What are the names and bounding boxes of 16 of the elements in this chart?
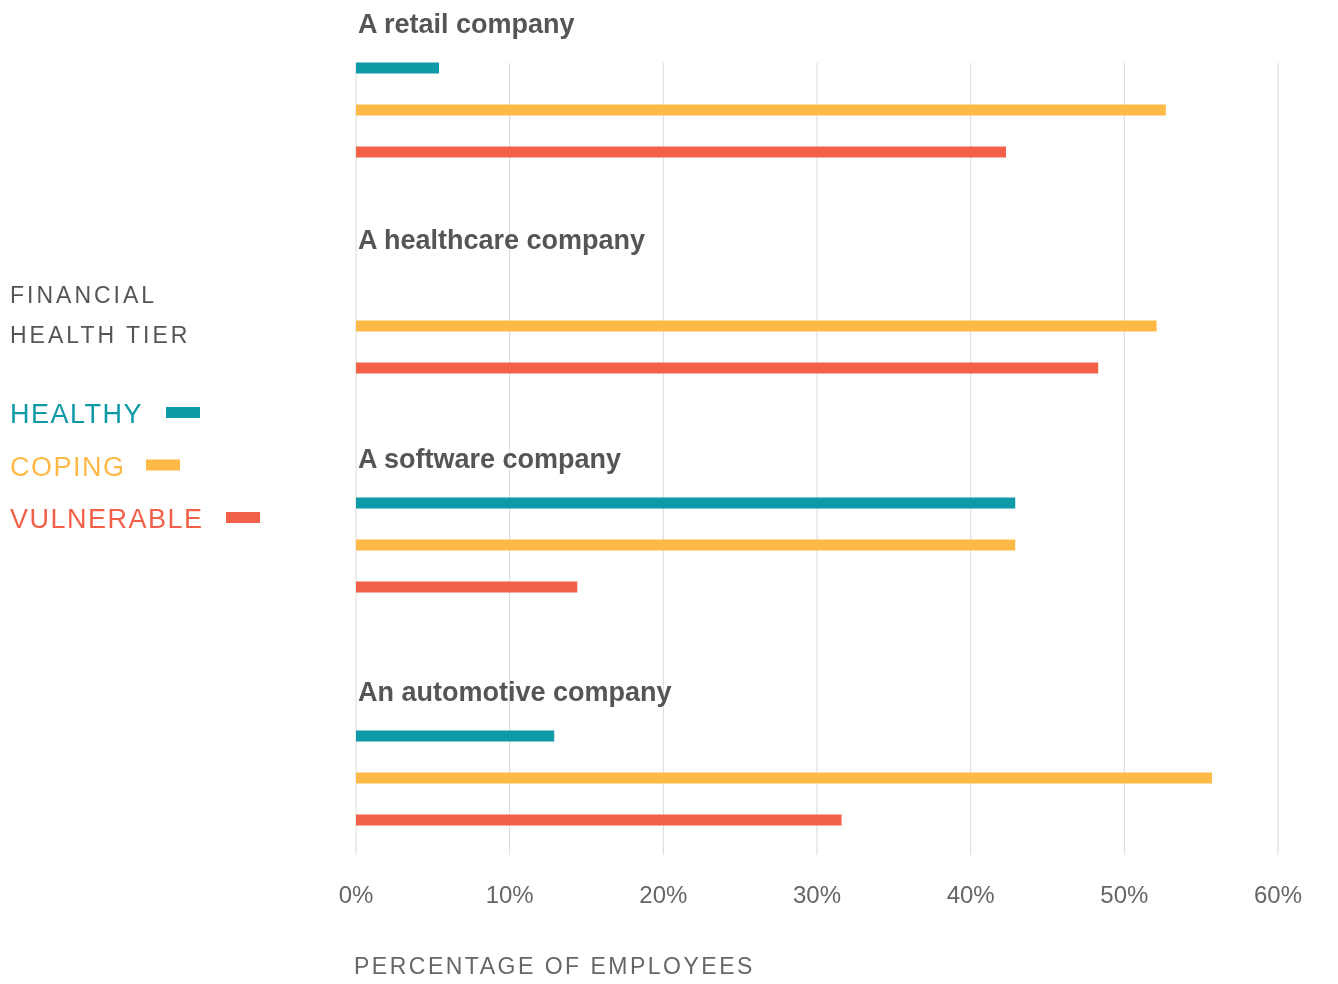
x-tick-label: 50% (1100, 881, 1149, 908)
x-axis-title: PERCENTAGE OF EMPLOYEES (354, 953, 755, 979)
legend-label: HEALTHY (10, 399, 144, 429)
x-tick-label: 0% (338, 881, 374, 908)
x-tick-label: 20% (639, 881, 688, 908)
x-tick-label: 30% (792, 881, 842, 908)
x-tick-label: 10% (485, 881, 534, 908)
legend-label: COPING (10, 451, 126, 482)
x-tick-label: 40% (946, 881, 995, 908)
legend-title: FINANCIAL HEALTH TIER (10, 282, 191, 348)
legend-label: VULNERABLE (10, 504, 204, 534)
y-tick-label: An automotive company (358, 677, 672, 707)
x-tick-label: 60% (1253, 881, 1303, 908)
y-tick-label: A retail company (358, 9, 575, 39)
y-tick-label: A software company (358, 444, 622, 474)
y-tick-label: A healthcare company (358, 225, 646, 255)
